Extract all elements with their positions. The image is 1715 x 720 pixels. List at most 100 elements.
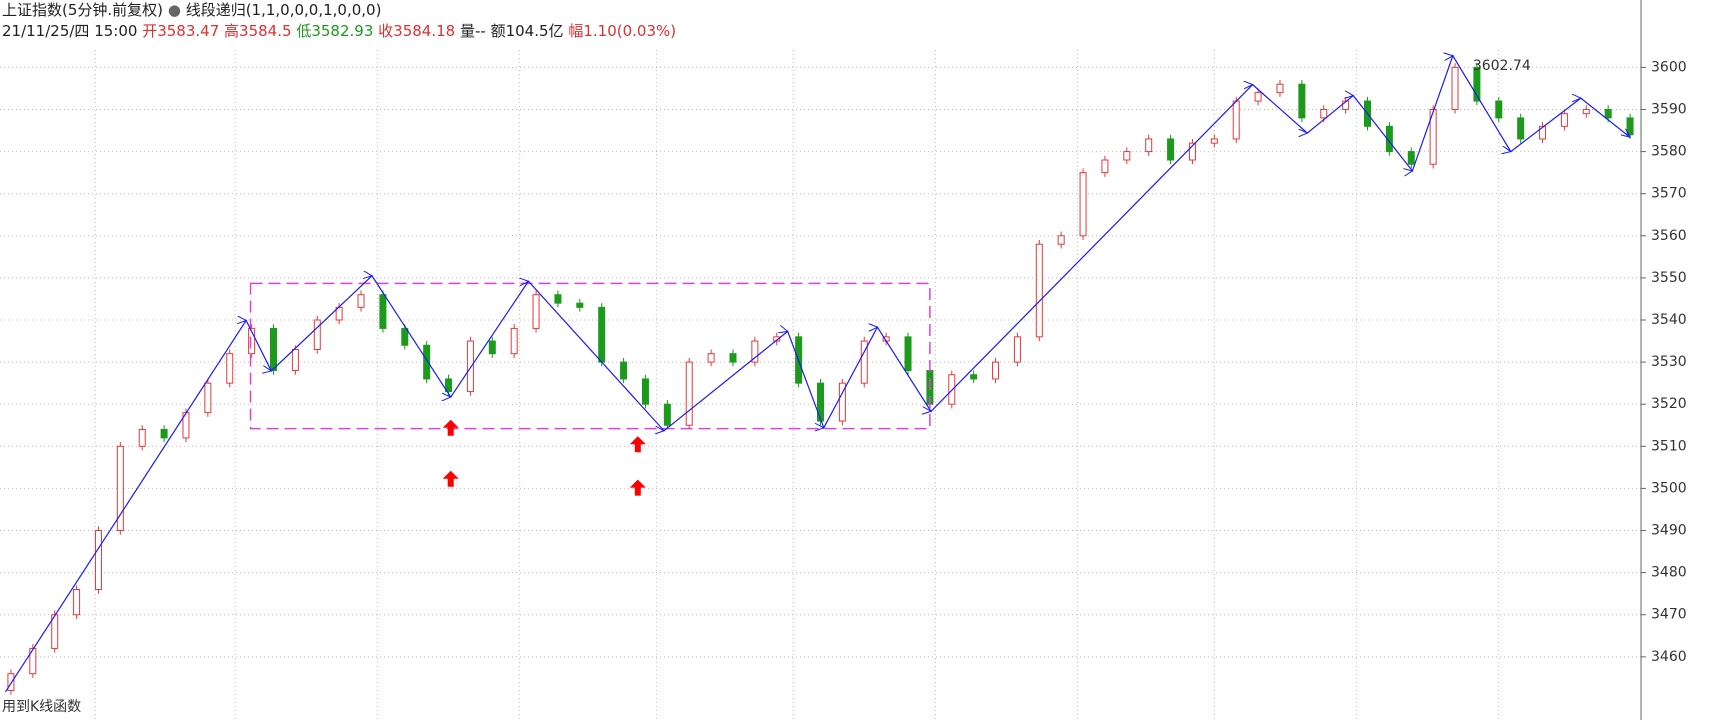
candle-body xyxy=(1057,235,1065,245)
candle-body xyxy=(1626,117,1634,136)
indicator: 线段递归(1,1,0,0,0,1,0,0,0) xyxy=(185,1,382,19)
candle xyxy=(685,357,693,430)
candle-body xyxy=(1407,151,1415,165)
y-tick-label: 3550 xyxy=(1651,270,1687,286)
candle xyxy=(1145,134,1153,156)
y-tick-label: 3490 xyxy=(1651,523,1687,539)
range-box xyxy=(249,282,931,430)
candle-body xyxy=(379,294,387,329)
candle xyxy=(1582,105,1590,118)
candle-body xyxy=(291,348,299,372)
candle-body xyxy=(270,327,277,372)
candle xyxy=(598,303,606,367)
candle-body xyxy=(1232,100,1240,140)
candle-body xyxy=(685,361,693,426)
close: 3584.18 xyxy=(393,22,456,40)
candle xyxy=(204,378,212,417)
y-tick-label: 3560 xyxy=(1651,228,1687,244)
signal-arrow xyxy=(442,470,459,487)
candle xyxy=(904,332,912,375)
candle-body xyxy=(313,319,321,350)
candle xyxy=(138,425,146,451)
candle-body xyxy=(204,382,212,414)
candle xyxy=(248,324,256,358)
candle-body xyxy=(29,647,37,675)
candle-body xyxy=(1210,138,1218,144)
candle-body xyxy=(1320,108,1328,119)
change-label: 幅 xyxy=(568,22,584,40)
candle xyxy=(751,336,759,367)
candle xyxy=(1429,105,1437,169)
candle-body xyxy=(970,374,978,380)
high: 3584.5 xyxy=(239,22,292,40)
low-label: 低 xyxy=(296,22,312,40)
candle xyxy=(423,341,431,384)
candle-body xyxy=(1101,159,1109,174)
candle xyxy=(554,290,562,308)
volume: 量-- xyxy=(459,22,486,40)
candle-body xyxy=(576,302,584,308)
candle-body xyxy=(729,353,737,363)
candle xyxy=(641,374,649,409)
candle xyxy=(1517,113,1525,144)
candle-body xyxy=(1013,336,1021,363)
candle xyxy=(992,357,1000,384)
candle xyxy=(1298,80,1306,123)
candle-body xyxy=(73,588,81,616)
candle xyxy=(73,585,81,619)
y-tick-label: 3500 xyxy=(1651,480,1687,496)
candle xyxy=(510,324,518,358)
candle-body xyxy=(160,428,168,439)
candle xyxy=(576,298,584,312)
candle xyxy=(1079,168,1087,240)
candle xyxy=(160,425,168,443)
amount: 额104.5亿 xyxy=(490,22,564,40)
y-tick-label: 3600 xyxy=(1651,59,1687,75)
candle-body xyxy=(357,294,365,308)
candle xyxy=(116,442,124,535)
candle-body xyxy=(904,336,912,372)
candle-body xyxy=(992,361,1000,380)
candle-body xyxy=(1145,138,1153,153)
candle-body xyxy=(663,403,671,426)
y-tick-label: 3510 xyxy=(1651,438,1687,454)
open-label: 开 xyxy=(142,22,158,40)
candle-body xyxy=(1582,108,1590,115)
candle-body xyxy=(598,306,606,363)
candle-body xyxy=(138,428,146,447)
candle-body xyxy=(7,673,15,692)
candle-body xyxy=(1254,92,1262,102)
candle xyxy=(860,336,868,388)
y-tick-label: 3480 xyxy=(1651,565,1687,581)
candle-body xyxy=(1560,113,1568,127)
candle-body xyxy=(707,353,715,363)
y-tick-label: 3460 xyxy=(1651,649,1687,665)
candle xyxy=(1057,231,1065,249)
candle-body xyxy=(641,378,649,405)
candle xyxy=(970,370,978,384)
candle-body xyxy=(532,294,540,329)
bottom-note: 用到K线函数 xyxy=(2,699,81,715)
header: 上证指数(5分钟.前复权) ● 线段递归(1,1,0,0,0,1,0,0,0) … xyxy=(2,0,676,42)
candle-body xyxy=(466,340,474,393)
candle xyxy=(1451,63,1459,114)
candle-body xyxy=(94,530,102,590)
candle xyxy=(838,378,846,426)
candle-body xyxy=(401,327,409,346)
y-tick-label: 3520 xyxy=(1651,396,1687,412)
y-tick-label: 3580 xyxy=(1651,144,1687,160)
candle xyxy=(707,349,715,367)
candle-body xyxy=(116,445,124,532)
low: 3582.93 xyxy=(311,22,374,40)
signal-arrow xyxy=(629,479,646,496)
open: 3583.47 xyxy=(157,22,220,40)
candle-body xyxy=(423,344,431,380)
candle xyxy=(7,669,15,695)
candle xyxy=(1013,332,1021,367)
candle-body xyxy=(1276,83,1284,94)
candle-body xyxy=(488,340,496,355)
candle xyxy=(532,290,540,333)
candle-body xyxy=(1495,100,1503,119)
candle-body xyxy=(1451,66,1459,110)
